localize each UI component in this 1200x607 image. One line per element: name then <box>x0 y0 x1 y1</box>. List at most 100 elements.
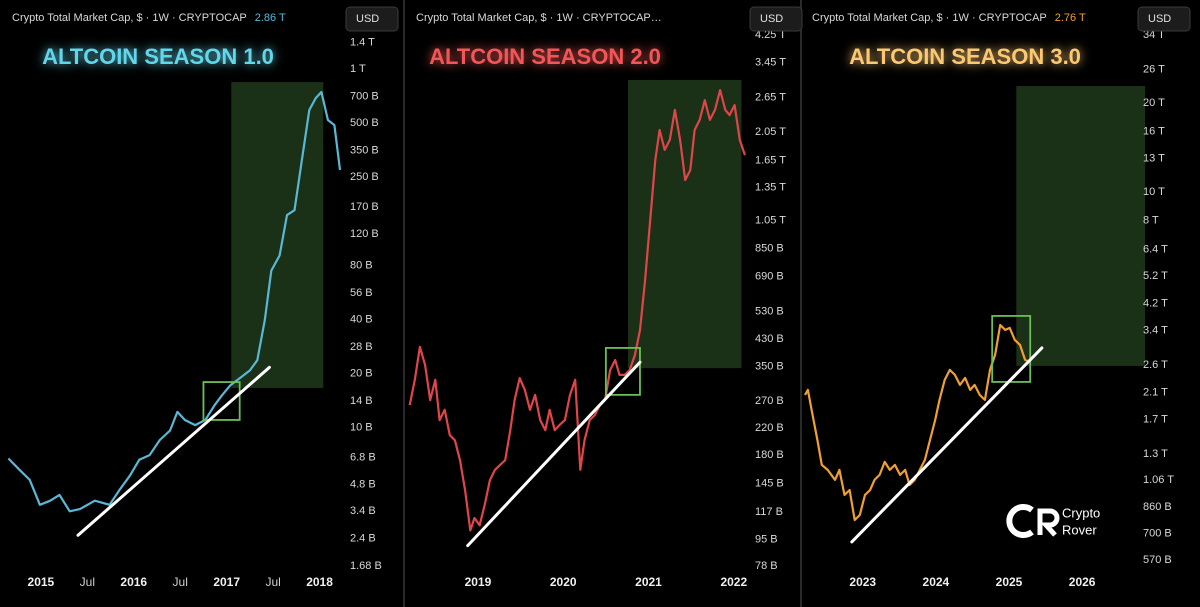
y-tick-label: 1.68 B <box>350 560 382 572</box>
currency-button <box>1137 6 1191 32</box>
currency-button <box>345 6 399 32</box>
trendline <box>850 346 1044 544</box>
y-tick-label: 1.7 T <box>1143 414 1168 426</box>
highlight-box <box>202 381 241 421</box>
y-tick-label: 10 T <box>1143 186 1165 198</box>
y-tick-label: 1.65 T <box>755 155 786 167</box>
highlight-box <box>991 315 1032 383</box>
price-line <box>408 89 746 532</box>
y-tick-label: 117 B <box>755 506 783 518</box>
chart-header: Crypto Total Market Cap, $ · 1W · CRYPTO… <box>12 12 247 24</box>
y-tick-label: 40 B <box>350 313 373 325</box>
watermark-logo <box>1037 508 1060 537</box>
highlight-box <box>604 347 641 396</box>
y-tick-label: 180 B <box>755 449 784 461</box>
chart-title: ALTCOIN SEASON 3.0 <box>849 44 1081 69</box>
y-tick-label: 80 B <box>350 259 373 271</box>
x-tick-label: 2020 <box>550 575 577 589</box>
y-tick-label: 28 B <box>350 341 373 353</box>
y-tick-label: 1.05 T <box>755 215 786 227</box>
y-tick-label: 860 B <box>1143 501 1172 513</box>
y-tick-label: 690 B <box>755 270 784 282</box>
watermark-text: Crypto <box>1062 505 1100 520</box>
y-tick-label: 170 B <box>350 201 379 213</box>
y-tick-label: 700 B <box>350 91 379 103</box>
x-tick-label: 2016 <box>120 575 147 589</box>
y-tick-label: 350 B <box>755 361 784 373</box>
watermark-logo <box>1006 504 1034 538</box>
currency-button <box>749 6 803 32</box>
x-tick-label: 2022 <box>720 575 747 589</box>
season-zone <box>628 79 742 369</box>
x-tick-label: 2018 <box>306 575 333 589</box>
y-tick-label: 3.4 B <box>350 505 376 517</box>
chart-header: Crypto Total Market Cap, $ · 1W · CRYPTO… <box>812 12 1047 24</box>
y-tick-label: 430 B <box>755 333 784 345</box>
y-tick-label: 850 B <box>755 243 784 255</box>
y-tick-label: 1.35 T <box>755 181 786 193</box>
price-line <box>7 90 342 513</box>
y-tick-label: 250 B <box>350 171 379 183</box>
y-tick-label: 4.2 T <box>1143 297 1168 309</box>
trendline <box>76 365 271 537</box>
y-tick-label: 16 T <box>1143 126 1165 138</box>
currency-label: USD <box>356 13 379 25</box>
y-tick-label: 2.65 T <box>755 92 786 104</box>
y-tick-label: 1.3 T <box>1143 448 1168 460</box>
y-tick-label: 14 B <box>350 395 373 407</box>
y-tick-label: 700 B <box>1143 527 1172 539</box>
x-tick-label: 2023 <box>849 575 876 589</box>
x-tick-label: 2019 <box>465 575 492 589</box>
y-tick-label: 2.4 B <box>350 532 376 544</box>
y-tick-label: 570 B <box>1143 554 1172 566</box>
y-tick-label: 4.8 B <box>350 478 376 490</box>
watermark: Crypto Rover <box>1006 504 1100 538</box>
x-tick-label: Jul <box>80 575 95 589</box>
watermark-text: Rover <box>1062 522 1097 537</box>
y-tick-label: 6.4 T <box>1143 243 1168 255</box>
y-tick-label: 34 T <box>1143 29 1165 41</box>
y-tick-label: 1 T <box>350 63 366 75</box>
last-price: 2.76 T <box>1055 12 1086 24</box>
y-tick-label: 4.25 T <box>755 29 786 41</box>
y-tick-label: 2.1 T <box>1143 386 1168 398</box>
y-tick-label: 56 B <box>350 287 373 299</box>
y-tick-label: 2.05 T <box>755 126 786 138</box>
y-tick-label: 1.06 T <box>1143 474 1174 486</box>
y-tick-label: 10 B <box>350 421 373 433</box>
y-tick-label: 1.4 T <box>350 37 375 49</box>
y-tick-label: 120 B <box>350 228 379 240</box>
y-tick-label: 6.8 B <box>350 451 376 463</box>
x-tick-label: 2017 <box>213 575 240 589</box>
x-tick-label: 2024 <box>923 575 950 589</box>
y-tick-label: 3.4 T <box>1143 325 1168 337</box>
y-tick-label: 530 B <box>755 305 784 317</box>
y-tick-label: 220 B <box>755 422 784 434</box>
y-tick-label: 3.45 T <box>755 57 786 69</box>
y-tick-label: 26 T <box>1143 63 1165 75</box>
y-tick-label: 145 B <box>755 478 784 490</box>
season-zone <box>1016 85 1145 366</box>
currency-label: USD <box>1148 13 1171 25</box>
x-tick-label: Jul <box>173 575 188 589</box>
y-tick-label: 270 B <box>755 395 784 407</box>
y-tick-label: 20 B <box>350 367 373 379</box>
y-tick-label: 5.2 T <box>1143 270 1168 282</box>
x-tick-label: 2025 <box>996 575 1023 589</box>
trendline <box>466 360 642 548</box>
y-tick-label: 95 B <box>755 534 778 546</box>
currency-label: USD <box>760 13 783 25</box>
y-tick-label: 8 T <box>1143 215 1159 227</box>
y-tick-label: 20 T <box>1143 97 1165 109</box>
last-price: 2.86 T <box>255 12 286 24</box>
x-tick-label: 2026 <box>1069 575 1096 589</box>
season-zone <box>231 82 324 388</box>
panels: 1.4 T 1 T 700 B 500 B 350 B 250 B 170 B 120 B 80… <box>7 6 1191 589</box>
y-tick-label: 2.6 T <box>1143 359 1168 371</box>
chart-title: ALTCOIN SEASON 2.0 <box>429 44 661 69</box>
y-tick-label: 350 B <box>350 145 379 157</box>
y-tick-label: 500 B <box>350 117 379 129</box>
chart-title: ALTCOIN SEASON 1.0 <box>42 44 274 69</box>
